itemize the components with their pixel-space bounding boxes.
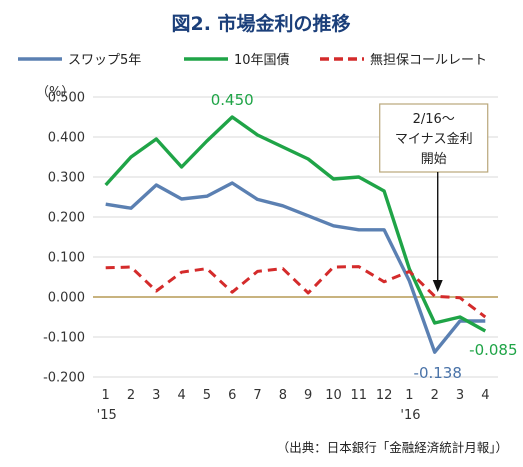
y-tick-labels: 0.500 0.400 0.300 0.200 0.100 0.000 -0.100 -0.2… (43, 91, 85, 386)
callout-arrow-head (432, 280, 443, 292)
y-tick-label: -0.100 (43, 331, 85, 346)
callout-text: 開始 (421, 152, 447, 167)
x-tick-label: 3 (152, 388, 160, 403)
y-tick-label: 0.000 (48, 291, 85, 306)
x-tick-label: 6 (228, 388, 236, 403)
gridlines (93, 96, 498, 378)
x-tick-label: 11 (351, 388, 368, 403)
x-tick-label: 12 (376, 388, 393, 403)
y-axis-label: （%） (36, 85, 74, 100)
y-tick-label: 0.400 (48, 131, 85, 146)
data-label: -0.138 (414, 364, 462, 382)
x-tick-label: 10 (325, 388, 342, 403)
y-tick-label: 0.500 (48, 91, 85, 106)
callout-text: 2/16～ (413, 112, 455, 127)
x-tick-label: 5 (203, 388, 211, 403)
chart-title: 図2. 市場金利の推移 (171, 12, 350, 35)
y-tick-label: 0.100 (48, 251, 85, 266)
source-note: （出典：日本銀行「金融経済統計月報」） (277, 440, 508, 455)
data-label: -0.085 (469, 341, 517, 359)
callout-text: マイナス金利 (395, 131, 473, 147)
x-tick-label: 4 (481, 388, 489, 403)
x-tick-label: 9 (304, 388, 312, 403)
legend-entry-0: スワップ5年 (68, 53, 141, 68)
y-tick-label: 0.200 (48, 211, 85, 226)
legend: スワップ5年 10年国債 無担保コールレート (18, 53, 487, 68)
series-lines (104, 115, 487, 354)
x-year-label: '15 (97, 408, 117, 423)
series-line-1 (104, 115, 487, 333)
data-labels: 0.450 -0.138 -0.085 (211, 91, 518, 382)
x-tick-label: 1 (102, 388, 110, 403)
series-line-2 (105, 265, 487, 319)
x-tick-label: 3 (456, 388, 464, 403)
x-year-label: '16 (400, 408, 420, 423)
x-tick-label: 8 (279, 388, 287, 403)
x-tick-label: 1 (405, 388, 413, 403)
legend-entry-2: 無担保コールレート (370, 53, 487, 68)
legend-entry-1: 10年国債 (234, 53, 290, 68)
x-tick-label: 4 (177, 388, 185, 403)
x-tick-label: 2 (431, 388, 439, 403)
x-tick-labels: 1 2 3 4 5 6 7 8 9 10 11 12 1 2 3 4'15'16 (97, 388, 490, 423)
x-tick-label: 2 (127, 388, 135, 403)
callout-box (379, 103, 489, 173)
y-tick-label: 0.300 (48, 171, 85, 186)
y-tick-label: -0.200 (43, 371, 85, 386)
x-tick-label: 7 (253, 388, 261, 403)
data-label: 0.450 (211, 91, 254, 109)
series-line-0 (105, 181, 486, 354)
